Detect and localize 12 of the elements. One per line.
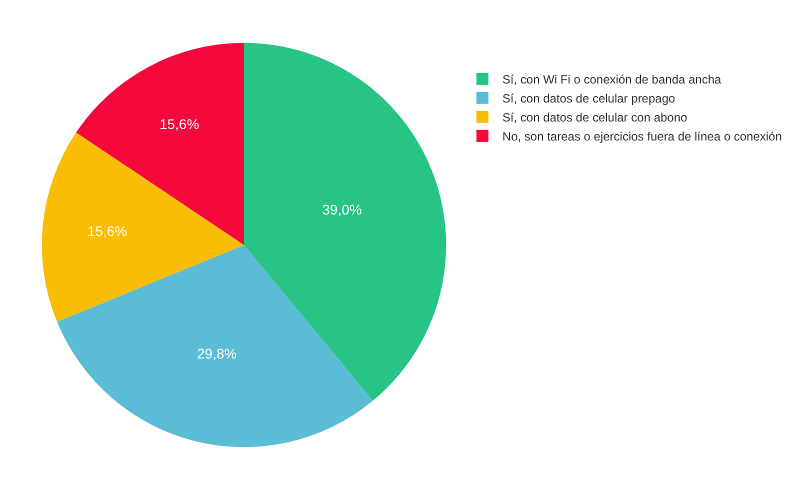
legend-label: Sí, con datos de celular prepago	[502, 92, 676, 106]
legend-label: Sí, con Wi Fi o conexión de banda ancha	[502, 72, 722, 87]
legend-label: No, son tareas o ejercicios fuera de línea o conexión	[502, 130, 782, 144]
legend-label: Sí, con datos de celular con abono	[502, 110, 688, 125]
pie-slice	[42, 132, 244, 322]
data-label: 15,6%	[87, 223, 128, 240]
pie-slice	[76, 42, 244, 245]
data-label: 15,6%	[159, 116, 200, 132]
data-label: 39,0%	[322, 202, 362, 218]
data-label: 29,8%	[196, 346, 237, 362]
pie-slice	[57, 245, 373, 447]
pie-slice	[244, 42, 446, 401]
